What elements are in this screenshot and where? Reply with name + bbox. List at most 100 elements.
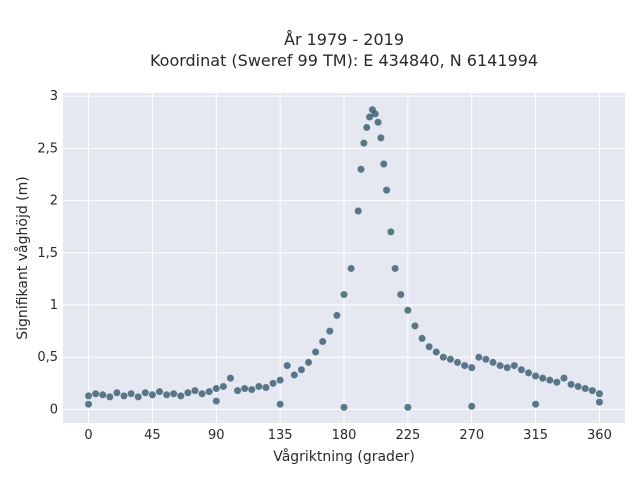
data-point [496, 362, 504, 370]
data-point [354, 207, 362, 215]
data-point [546, 376, 554, 384]
data-point [387, 228, 395, 236]
x-tick-label: 135 [268, 428, 293, 443]
data-point [177, 392, 185, 400]
data-point [380, 160, 388, 168]
data-point [363, 123, 371, 131]
data-point [517, 366, 525, 374]
data-point [482, 355, 490, 363]
x-tick-label: 270 [459, 428, 484, 443]
y-tick-label: 2,5 [37, 141, 58, 156]
y-axis-title: Signifikant våghöjd (m) [14, 176, 31, 339]
data-point [503, 364, 511, 372]
x-tick-label: 90 [208, 428, 225, 443]
x-tick-label: 45 [144, 428, 161, 443]
data-point [574, 382, 582, 390]
data-point [374, 118, 382, 126]
data-point [92, 390, 100, 398]
data-point [134, 393, 142, 401]
data-point [366, 113, 374, 121]
data-point [404, 306, 412, 314]
data-point [234, 387, 242, 395]
data-point [510, 362, 518, 370]
data-point [163, 391, 171, 399]
y-tick-label: 2 [50, 194, 58, 209]
data-point [418, 334, 426, 342]
data-point [219, 382, 227, 390]
data-point [360, 139, 368, 147]
data-point [468, 402, 476, 410]
data-point [262, 383, 270, 391]
data-point [432, 348, 440, 356]
data-point [588, 387, 596, 395]
data-point [241, 385, 249, 393]
data-point [290, 371, 298, 379]
data-point [184, 389, 192, 397]
data-point [85, 392, 93, 400]
data-point [524, 369, 532, 377]
data-point [205, 388, 213, 396]
y-tick-label: 0 [50, 402, 58, 417]
data-point [305, 358, 313, 366]
x-axis-title: Vågriktning (grader) [273, 448, 415, 465]
data-point [99, 391, 107, 399]
data-point [532, 372, 540, 380]
data-point [276, 400, 284, 408]
chart-title-line-1: År 1979 - 2019 [284, 30, 404, 49]
data-point [539, 374, 547, 382]
data-point [141, 389, 149, 397]
data-point [595, 398, 603, 406]
data-point [170, 390, 178, 398]
data-point [148, 391, 156, 399]
data-point [191, 387, 199, 395]
data-point [127, 390, 135, 398]
data-point [113, 389, 121, 397]
data-point [383, 186, 391, 194]
data-point [319, 338, 327, 346]
data-point [297, 366, 305, 374]
y-axis-ticks: 0 0,5 1 1,5 2 2,5 3 [37, 89, 58, 417]
data-point [454, 358, 462, 366]
y-tick-label: 1 [50, 298, 58, 313]
data-points [85, 106, 603, 411]
data-point [532, 400, 540, 408]
data-point [85, 400, 93, 408]
data-point [333, 311, 341, 319]
data-point [425, 343, 433, 351]
data-point [283, 362, 291, 370]
y-tick-label: 1,5 [37, 246, 58, 261]
data-point [567, 380, 575, 388]
data-point [340, 403, 348, 411]
x-tick-label: 180 [332, 428, 357, 443]
data-point [411, 322, 419, 330]
chart-title-line-2: Koordinat (Sweref 99 TM): E 434840, N 61… [150, 51, 538, 70]
y-tick-label: 0,5 [37, 350, 58, 365]
data-point [461, 362, 469, 370]
data-point [226, 374, 234, 382]
data-point [276, 376, 284, 384]
data-point [255, 382, 263, 390]
data-point [156, 388, 164, 396]
data-point [446, 355, 454, 363]
data-point [595, 390, 603, 398]
data-point [391, 264, 399, 272]
data-point [468, 364, 476, 372]
data-point [106, 393, 114, 401]
data-point [326, 327, 334, 335]
data-point [377, 134, 385, 142]
data-point [404, 403, 412, 411]
data-point [212, 397, 220, 405]
x-tick-label: 360 [587, 428, 612, 443]
x-tick-label: 315 [523, 428, 548, 443]
data-point [357, 165, 365, 173]
data-point [347, 264, 355, 272]
data-point [553, 378, 561, 386]
data-point [371, 110, 379, 118]
data-point [340, 291, 348, 299]
data-point [475, 353, 483, 361]
y-tick-label: 3 [50, 89, 58, 104]
data-point [312, 348, 320, 356]
x-tick-label: 225 [395, 428, 420, 443]
data-point [560, 374, 568, 382]
